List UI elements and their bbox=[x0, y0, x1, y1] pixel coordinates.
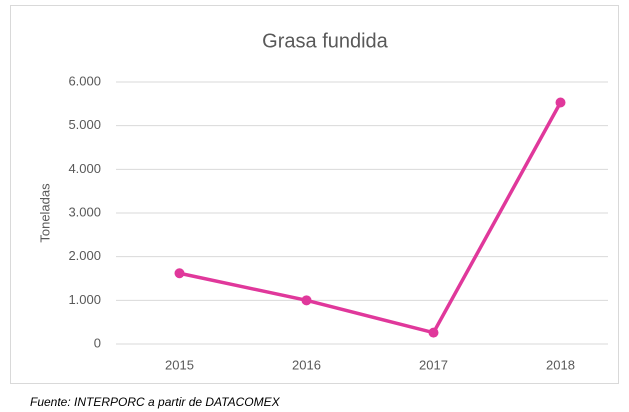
marker bbox=[555, 97, 566, 108]
marker bbox=[428, 327, 439, 338]
y-tick-label: 4.000 bbox=[68, 161, 101, 176]
x-tick-label: 2018 bbox=[546, 357, 575, 372]
y-tick-label: 1.000 bbox=[68, 292, 101, 307]
x-tick-label: 2015 bbox=[165, 357, 194, 372]
y-tick-label: 2.000 bbox=[68, 248, 101, 263]
chart-border bbox=[10, 5, 619, 384]
line bbox=[179, 101, 563, 335]
x-tick-label: 2017 bbox=[419, 357, 448, 372]
y-tick-label: 0 bbox=[94, 335, 101, 350]
x-tick-label: 2016 bbox=[292, 357, 321, 372]
y-axis-label: Toneladas bbox=[37, 183, 52, 243]
marker bbox=[301, 295, 312, 306]
chart-title: Grasa fundida bbox=[262, 30, 389, 52]
y-tick-label: 6.000 bbox=[68, 73, 101, 88]
y-tick-label: 3.000 bbox=[68, 204, 101, 219]
y-tick-label: 5.000 bbox=[68, 117, 101, 132]
marker bbox=[174, 268, 185, 279]
source-note: Fuente: INTERPORC a partir de DATACOMEX bbox=[30, 395, 281, 409]
